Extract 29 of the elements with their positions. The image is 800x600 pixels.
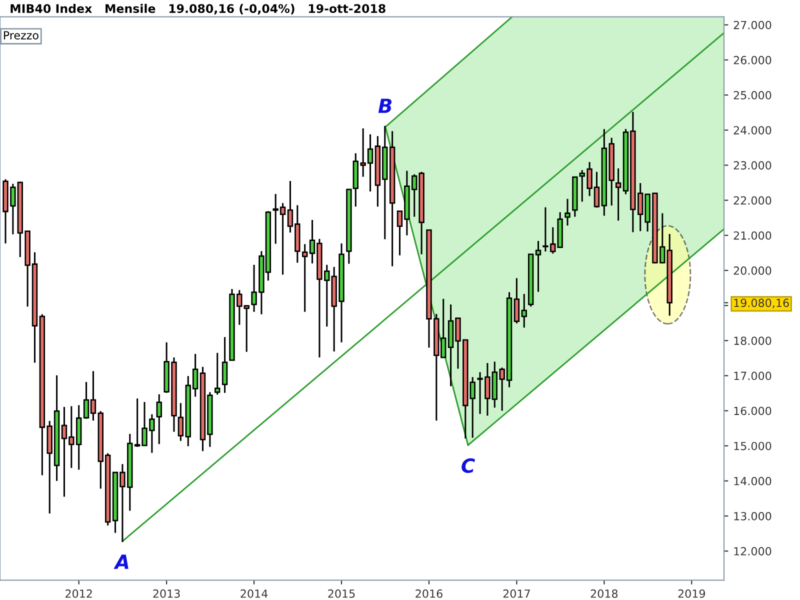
x-tick-label: 2015: [328, 589, 355, 598]
y-tick-label: 27.000: [734, 20, 772, 30]
y-tick-label: 14.000: [734, 476, 772, 486]
x-tick-label: 2018: [590, 589, 618, 598]
y-tick-label: 15.000: [734, 442, 772, 450]
x-tick-label: 2013: [153, 589, 180, 598]
y-tick-label: 17.000: [734, 372, 772, 380]
x-tick-label: 2012: [66, 589, 92, 598]
annotation: B: [378, 98, 392, 113]
y-tick-label: 26.000: [734, 56, 772, 64]
y-tick-label: 22.000: [734, 196, 772, 205]
y-tick-label: 16.000: [734, 406, 772, 416]
annotation: A: [114, 554, 128, 569]
y-tick-label: 24.000: [734, 126, 772, 134]
y-tick-label: 25.000: [734, 91, 772, 100]
y-tick-label: 21.000: [734, 231, 772, 240]
x-tick-label: 2014: [240, 589, 268, 598]
chart-title: MIB40 Index Mensile 19.080,16 (-0,04%) 19-ott-2018: [10, 4, 386, 15]
x-tick-label: 2016: [416, 589, 442, 598]
y-tick-label: 23.000: [734, 161, 772, 170]
y-tick-label: 20.000: [734, 266, 772, 275]
y-tick-label: 13.000: [734, 512, 772, 520]
y-axis-title: Prezzo: [4, 31, 38, 40]
x-tick-label: 2019: [678, 589, 706, 598]
y-tick-label: 18.000: [734, 336, 772, 345]
y-tick-label: 19.080,16: [734, 298, 789, 308]
x-tick-label: 2017: [503, 589, 530, 598]
y-tick-label: 12.000: [734, 547, 772, 556]
annotation: C: [462, 458, 475, 474]
